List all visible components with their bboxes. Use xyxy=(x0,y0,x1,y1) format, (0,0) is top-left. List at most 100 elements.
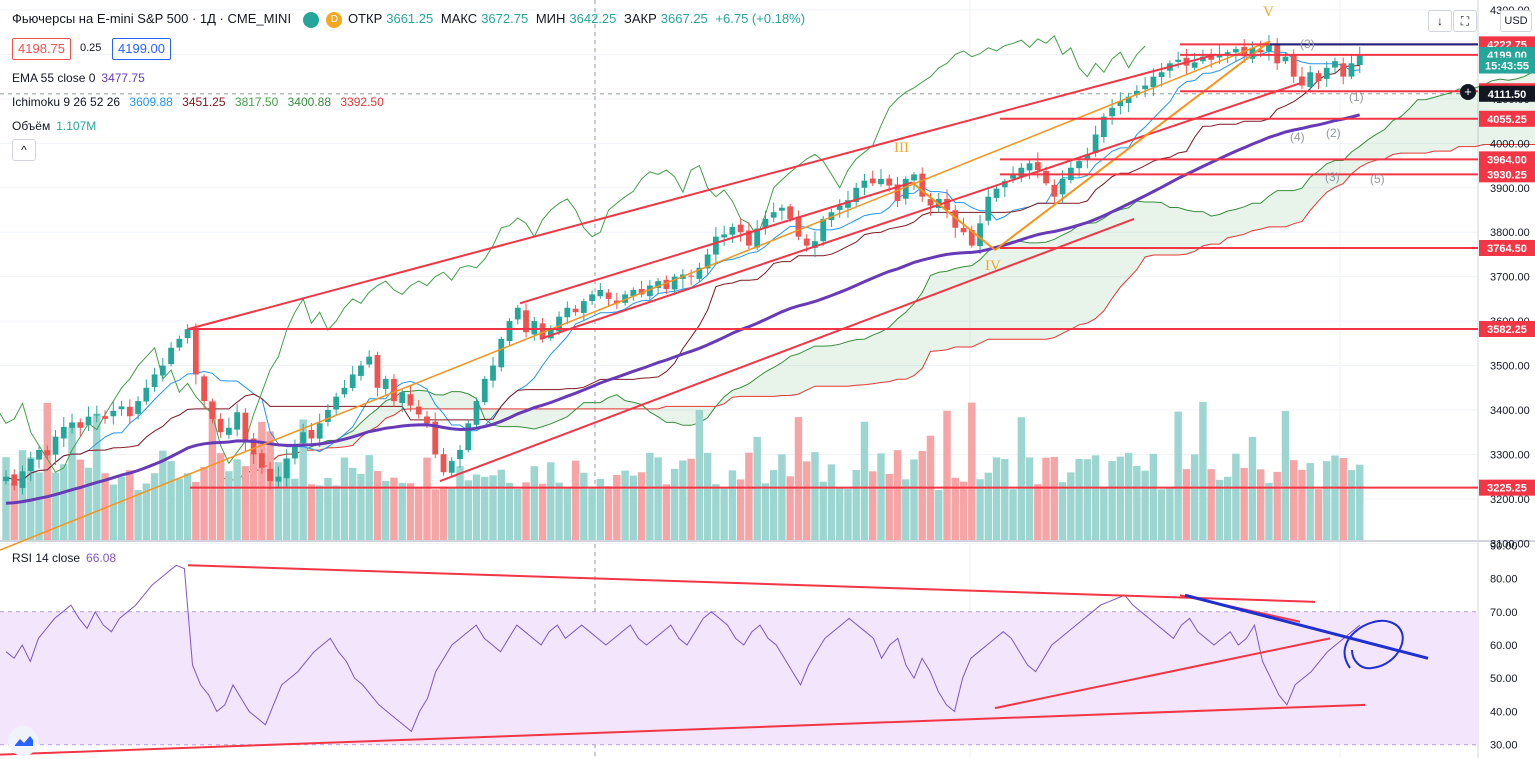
volume-bar xyxy=(1289,460,1298,540)
volume-bar xyxy=(1001,459,1009,540)
candle-body xyxy=(977,223,983,247)
volume-bar xyxy=(869,471,877,540)
crosshair-add-icon[interactable]: + xyxy=(1460,84,1476,100)
candle-body xyxy=(1356,54,1363,66)
delayed-data-icon[interactable]: D xyxy=(326,11,343,28)
volume-bar xyxy=(101,473,109,540)
volume-value: 1.107M xyxy=(56,119,97,133)
rsi-legend[interactable]: RSI 14 close 66.08 xyxy=(12,551,116,565)
volume-bar xyxy=(1306,463,1314,540)
rsi-pane xyxy=(0,564,1478,756)
volume-bar xyxy=(1017,417,1026,540)
volume-bar xyxy=(580,472,588,540)
volume-bar xyxy=(332,485,340,540)
price-tag-label: 15:43:55 xyxy=(1485,61,1529,73)
rsi-tick-label: 60.00 xyxy=(1490,640,1518,652)
buy-button[interactable]: 4199.00 xyxy=(112,38,171,60)
volume-bar xyxy=(183,473,192,540)
candle-body xyxy=(1208,54,1215,60)
volume-bar xyxy=(448,486,456,540)
volume-bar xyxy=(1108,461,1116,540)
candle-body xyxy=(531,321,538,335)
volume-bar xyxy=(1174,411,1182,540)
ichimoku-legend[interactable]: Ichimoku 9 26 52 26 3609.88 3451.25 3817… xyxy=(12,95,384,109)
candle-body xyxy=(1323,67,1330,79)
candle-body xyxy=(275,476,282,482)
candle-body xyxy=(1059,178,1066,195)
candle-body xyxy=(1076,161,1082,169)
candle-body xyxy=(1084,154,1091,160)
channel-upper-line xyxy=(187,53,1217,331)
candle-body xyxy=(968,230,975,246)
candle-body xyxy=(349,374,356,389)
volume-bar xyxy=(1223,476,1232,540)
volume-bar xyxy=(1116,456,1125,540)
candle-body xyxy=(1117,101,1124,107)
fullscreen-icon: ⛶ xyxy=(1460,14,1470,28)
candle-body xyxy=(630,290,637,297)
candle-body xyxy=(250,438,257,455)
candle-body xyxy=(424,416,430,424)
currency-button[interactable]: USD xyxy=(1500,10,1532,32)
scroll-down-button[interactable]: ↓ xyxy=(1428,10,1452,32)
candle-body xyxy=(1092,134,1099,153)
candle-body xyxy=(886,178,893,186)
volume-bar xyxy=(233,459,241,540)
volume-bar xyxy=(654,457,662,540)
tradingview-logo-icon[interactable] xyxy=(8,726,38,756)
candle-body xyxy=(341,387,348,395)
candle-body xyxy=(779,207,785,211)
candle-body xyxy=(671,276,678,290)
price-axis[interactable]: 4300.004200.004100.004000.003900.003800.… xyxy=(1479,5,1535,752)
candle-body xyxy=(259,453,265,468)
volume-bar xyxy=(406,483,415,540)
candle-body xyxy=(572,308,579,313)
candle-body xyxy=(539,323,546,339)
candle-body xyxy=(696,267,703,279)
ichimoku-lead2-line xyxy=(220,144,1535,481)
volume-bar xyxy=(84,467,93,540)
candle-body xyxy=(481,378,488,403)
volume-bar xyxy=(1058,482,1067,540)
volume-bar xyxy=(736,479,745,540)
candle-body xyxy=(77,422,84,428)
ema-legend[interactable]: EMA 55 close 0 3477.75 xyxy=(12,71,145,85)
candle-body xyxy=(44,450,51,456)
candle-body xyxy=(374,355,381,388)
volume-bar xyxy=(943,410,951,540)
volume-bar xyxy=(555,482,563,540)
candle-body xyxy=(126,406,133,417)
volume-bar xyxy=(1100,486,1108,540)
volume-bar xyxy=(514,488,522,540)
volume-bar xyxy=(1347,470,1356,540)
price-tick-label: 3700.00 xyxy=(1490,272,1530,284)
volume-bar xyxy=(159,450,167,540)
volume-bar xyxy=(18,450,27,540)
candle-body xyxy=(902,178,909,199)
fullscreen-button[interactable]: ⛶ xyxy=(1453,10,1477,32)
volume-bar xyxy=(670,468,679,540)
wave-v-leg xyxy=(994,40,1271,251)
volume-bar xyxy=(241,466,250,540)
sell-button[interactable]: 4198.75 xyxy=(12,38,71,60)
collapse-legend-button[interactable]: ^ xyxy=(12,139,36,161)
inner-channel-upper xyxy=(519,181,913,305)
candle-body xyxy=(366,356,373,365)
price-tag xyxy=(1479,321,1535,337)
volume-bar xyxy=(1339,457,1347,540)
projection-label: (3) xyxy=(1300,37,1315,51)
volume-legend[interactable]: Объём 1.107M xyxy=(12,119,96,133)
ichimoku-lead1-value: 3400.88 xyxy=(287,95,332,109)
ichimoku-lagging-value: 3817.50 xyxy=(234,95,279,109)
ichimoku-base-value: 3451.25 xyxy=(182,95,226,109)
candle-body xyxy=(407,394,414,406)
symbol-title: Фьючерсы на E-mini S&P 500 · 1Д · CME_MI… xyxy=(12,11,292,26)
volume-bar xyxy=(505,483,514,540)
candle-body xyxy=(506,321,513,342)
candle-body xyxy=(820,218,827,242)
candle-body xyxy=(1340,63,1347,77)
candle-body xyxy=(1224,52,1231,54)
inner-channel-lower xyxy=(539,82,1301,340)
candle-body xyxy=(118,406,125,410)
